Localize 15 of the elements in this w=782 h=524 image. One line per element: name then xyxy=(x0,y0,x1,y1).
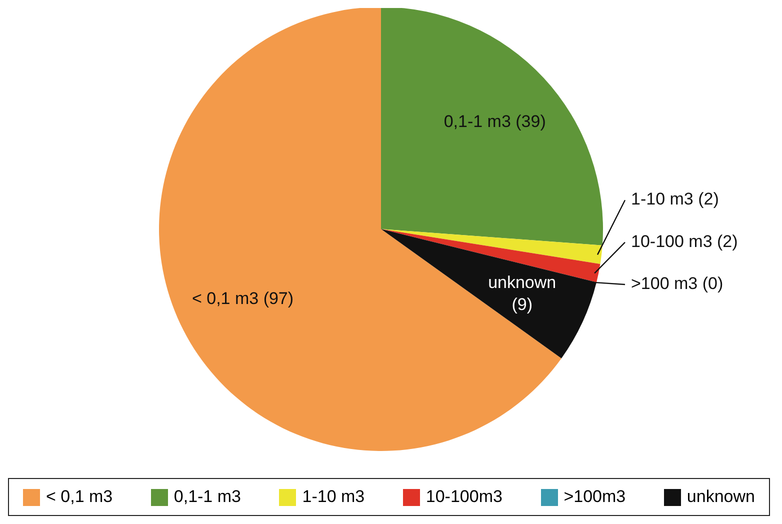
legend-label: 10-100m3 xyxy=(426,487,502,507)
pie-slice xyxy=(381,8,603,246)
data-label: < 0,1 m3 (97) xyxy=(192,289,294,308)
data-label: 0,1-1 m3 (39) xyxy=(444,112,546,132)
legend-label: 0,1-1 m3 xyxy=(174,487,241,507)
legend-label: >100m3 xyxy=(564,487,626,507)
pie-slice xyxy=(159,8,562,451)
pie-slice xyxy=(381,229,602,264)
data-label: 10-100 m3 (2) xyxy=(631,232,738,251)
legend-label: unknown xyxy=(686,487,755,507)
legend-label: 1-10 m3 xyxy=(302,487,365,507)
text: >100 m3 (0) xyxy=(631,274,724,293)
data-label: 1-10 m3 (2) xyxy=(631,190,719,209)
legend-label: < 0,1 m3 xyxy=(46,487,113,507)
data-label: unknown (9) xyxy=(488,274,556,315)
